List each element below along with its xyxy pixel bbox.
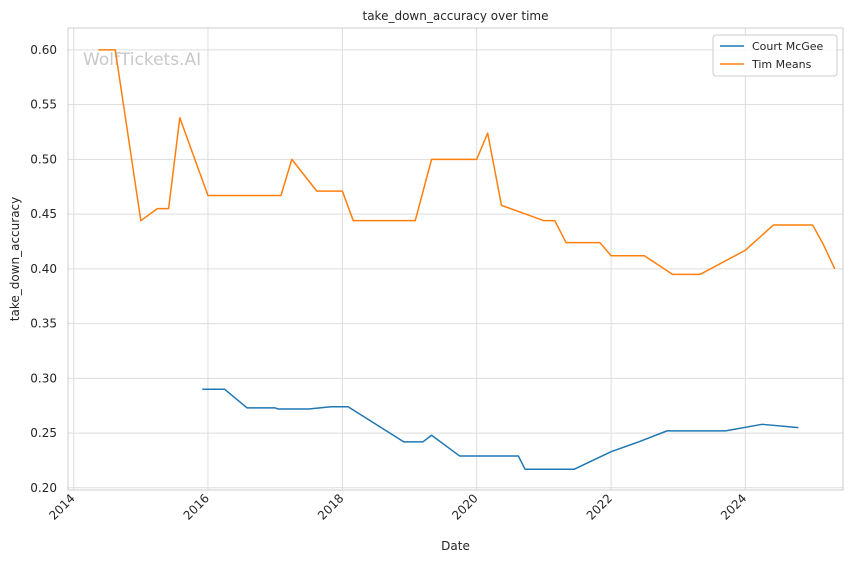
x-axis-label: Date — [441, 539, 470, 553]
y-tick-label: 0.25 — [30, 426, 57, 440]
y-tick-label: 0.50 — [30, 152, 57, 166]
y-tick-label: 0.60 — [30, 43, 57, 57]
legend-label: Court McGee — [752, 40, 824, 53]
watermark-text: WolfTickets.AI — [83, 50, 201, 70]
chart-title: take_down_accuracy over time — [363, 9, 549, 23]
legend-label: Tim Means — [751, 58, 812, 71]
plot-frame — [67, 27, 844, 491]
series-line — [202, 388, 799, 470]
grid-lines — [68, 28, 843, 490]
y-tick-label: 0.55 — [30, 98, 57, 112]
y-tick-label: 0.40 — [30, 262, 57, 276]
y-tick-label: 0.30 — [30, 371, 57, 385]
y-tick-label: 0.35 — [30, 317, 57, 331]
series-lines — [98, 49, 836, 470]
y-tick-label: 0.20 — [30, 481, 57, 495]
y-tick-label: 0.45 — [30, 207, 57, 221]
y-axis-label: take_down_accuracy — [8, 197, 22, 321]
series-line — [98, 49, 836, 276]
legend: Court McGee Tim Means — [712, 34, 838, 77]
